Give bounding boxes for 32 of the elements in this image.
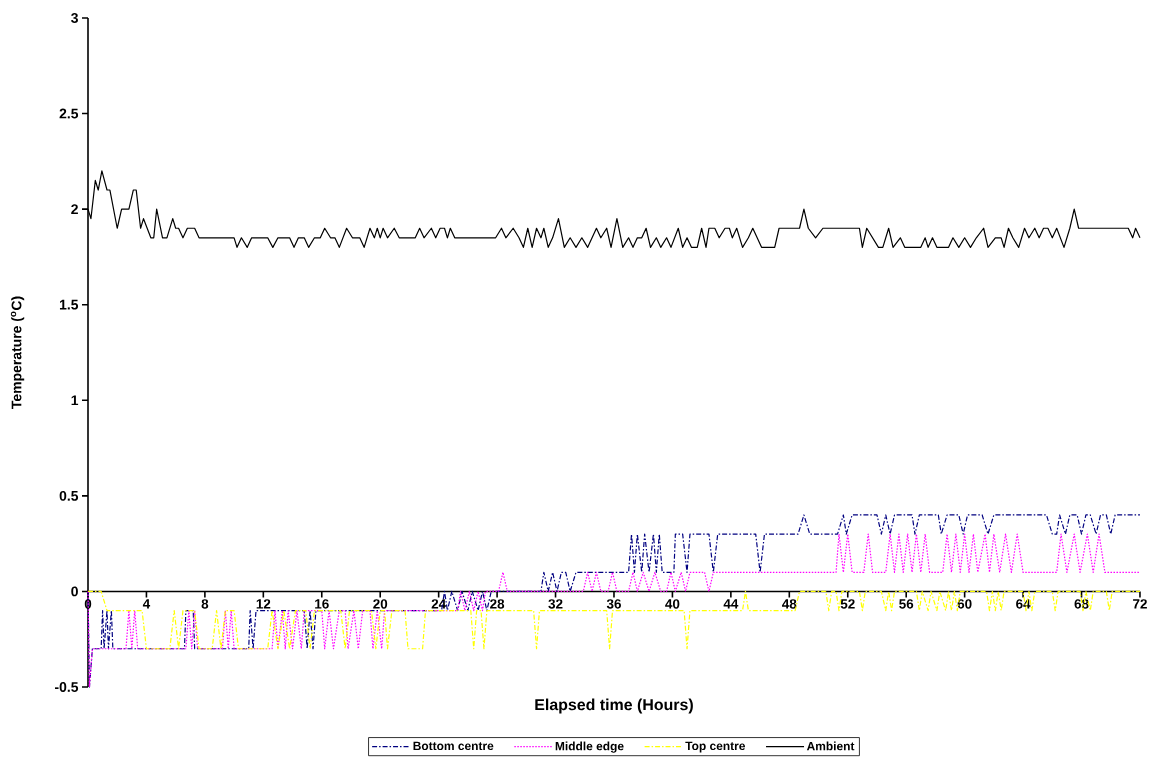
x-tick-label: 36 [606, 599, 621, 609]
x-tick-label: 48 [782, 599, 797, 609]
x-tick-label: 8 [201, 599, 209, 609]
x-tick-label: 60 [957, 599, 972, 609]
y-tick-label: 0 [71, 586, 78, 597]
x-tick-label: 64 [1016, 599, 1031, 609]
legend-label: Bottom centre [413, 741, 494, 751]
legend-label: Top centre [685, 741, 746, 753]
y-tick-label: -0.5 [54, 682, 79, 692]
y-axis-title: Temperature ($^{o}$C) [10, 296, 25, 409]
x-axis-title: Elapsed time (Hours) [535, 698, 693, 714]
x-tick-label: 16 [315, 599, 329, 609]
x-tick-label: 4 [142, 599, 151, 609]
x-tick-label: 20 [373, 599, 388, 609]
legend-label: Ambient [806, 741, 855, 751]
y-tick-label: 1 [71, 395, 79, 406]
legend-label: Middle edge [555, 741, 624, 753]
x-tick-label: 28 [490, 599, 505, 609]
y-tick-label: 3 [71, 13, 78, 23]
x-tick-label: 68 [1074, 599, 1089, 609]
x-tick-label: 44 [723, 599, 739, 609]
x-tick-label: 56 [899, 599, 914, 609]
y-tick-label: 2 [71, 204, 78, 215]
y-tick-label: 2.5 [59, 108, 79, 119]
y-tick-label: 0.5 [59, 490, 79, 501]
y-tick-label: 1.5 [59, 299, 79, 310]
x-tick-label: 24 [431, 599, 447, 609]
x-tick-label: 72 [1133, 599, 1147, 609]
x-tick-label: 52 [840, 599, 855, 609]
x-tick-label: 12 [256, 599, 271, 609]
x-tick-label: 40 [665, 599, 680, 609]
x-tick-label: 32 [548, 599, 563, 609]
